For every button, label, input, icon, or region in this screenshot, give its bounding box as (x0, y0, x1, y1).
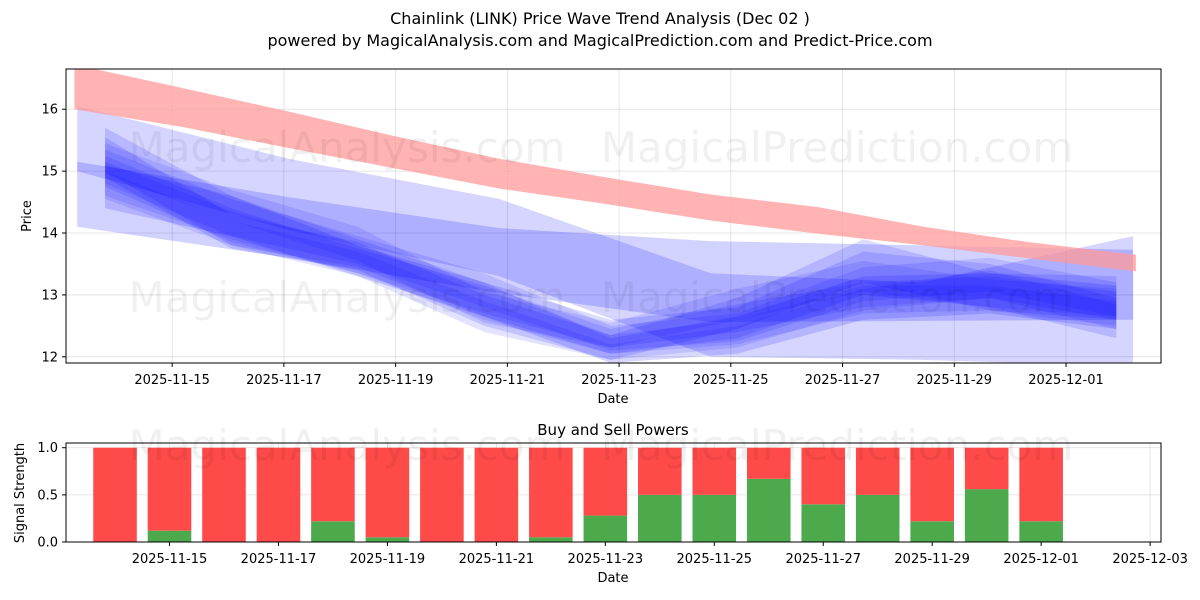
powers-x-tick-label: 2025-11-21 (459, 552, 535, 567)
price-x-tick-label: 2025-11-29 (917, 373, 993, 388)
price-plot-frame (65, 68, 1162, 364)
buy-bar (638, 494, 682, 542)
watermark-bottom-right: MagicalPrediction.com (601, 421, 1074, 470)
buy-bar (365, 537, 410, 542)
powers-x-tick-label: 2025-11-29 (894, 552, 970, 567)
powers-x-tick-label: 2025-11-25 (677, 552, 753, 567)
powers-y-tick-label: 0.5 (37, 488, 58, 503)
price-x-tick-label: 2025-11-23 (581, 373, 657, 388)
price-x-tick-label: 2025-11-21 (470, 373, 546, 388)
price-y-tick-label: 14 (41, 227, 58, 242)
watermark-bottom-left: MagicalAnalysis.com (129, 421, 566, 470)
powers-x-tick-label: 2025-11-15 (132, 552, 208, 567)
watermark-mid-right: MagicalPrediction.com (601, 273, 1074, 322)
price-bands (74, 69, 1136, 363)
watermark-group-bottom: MagicalAnalysis.com MagicalPrediction.co… (129, 421, 1074, 470)
price-x-tick-label: 2025-11-25 (693, 373, 769, 388)
buy-bar (147, 530, 192, 542)
sell-bar (93, 447, 137, 542)
buy-bar (801, 504, 846, 542)
powers-x-tick-label: 2025-12-03 (1112, 552, 1188, 567)
sell-bar (474, 447, 519, 542)
buy-bar (1019, 521, 1063, 542)
sell-bar (801, 447, 846, 505)
price-y-tick-label: 13 (41, 288, 58, 303)
buy-bar (583, 515, 628, 542)
sell-bar (855, 447, 900, 495)
powers-axes: 0.0 0.5 1.0 2025-11-15 2025-11-17 2025-11-19 2… (37, 441, 1188, 567)
buy-bar (855, 494, 900, 542)
sell-bar (420, 447, 464, 542)
price-x-tick-label: 2025-11-19 (358, 373, 434, 388)
watermark-mid-left: MagicalAnalysis.com (129, 273, 566, 322)
blue-wave-band (105, 155, 1117, 348)
sell-bar (746, 447, 791, 479)
price-axes: 12 13 14 15 16 2025-11-15 2025-11-17 2025-11-19… (41, 103, 1103, 388)
buy-bar (529, 537, 573, 542)
powers-x-tick-label: 2025-11-23 (568, 552, 644, 567)
sell-bar (964, 447, 1009, 490)
watermark-top-right: MagicalPrediction.com (601, 123, 1074, 172)
blue-wave-band (77, 106, 1134, 363)
price-x-tick-label: 2025-12-01 (1028, 373, 1104, 388)
sell-bar (529, 447, 573, 538)
price-y-tick-label: 16 (41, 103, 58, 118)
buy-bar (964, 489, 1009, 542)
blue-wave-band (105, 164, 1117, 363)
powers-y-axis-label: Signal Strength (13, 443, 28, 543)
sell-bar (1019, 447, 1063, 522)
price-y-tick-label: 15 (41, 165, 58, 180)
chart-title: Chainlink (LINK) Price Wave Trend Analys… (390, 9, 810, 28)
sell-bar (147, 447, 192, 531)
sell-bar (910, 447, 954, 522)
powers-y-tick-label: 0.0 (37, 536, 58, 551)
price-y-tick-label: 12 (41, 350, 58, 365)
powers-plot-frame (65, 442, 1162, 543)
price-y-axis-label: Price (20, 200, 35, 232)
sell-bar (583, 447, 628, 516)
powers-y-tick-label: 1.0 (37, 441, 58, 456)
blue-wave-band (105, 149, 1117, 351)
buy-bar (746, 478, 791, 542)
blue-wave-band (105, 137, 1117, 360)
chart-subtitle: powered by MagicalAnalysis.com and Magic… (267, 31, 933, 50)
powers-x-tick-label: 2025-11-17 (241, 552, 317, 567)
powers-x-axis-label: Date (597, 571, 628, 586)
sell-bar (311, 447, 355, 522)
blue-wave-band (105, 127, 1117, 354)
buy-bar (692, 494, 737, 542)
watermark-top-left: MagicalAnalysis.com (129, 123, 566, 172)
sell-bar (692, 447, 737, 495)
buy-bar (311, 521, 355, 542)
price-x-tick-label: 2025-11-17 (246, 373, 322, 388)
sell-bar (638, 447, 682, 495)
powers-x-tick-label: 2025-11-19 (350, 552, 426, 567)
watermark-group-top: MagicalAnalysis.com MagicalPrediction.co… (129, 123, 1074, 322)
price-x-tick-label: 2025-11-15 (134, 373, 210, 388)
powers-x-tick-label: 2025-11-27 (785, 552, 861, 567)
buy-bar (910, 521, 954, 542)
sell-bar (202, 447, 246, 542)
price-x-axis-label: Date (597, 392, 628, 407)
sell-bar (256, 447, 301, 542)
powers-chart-title: Buy and Sell Powers (537, 421, 689, 439)
red-trend-band (74, 69, 1136, 272)
powers-x-tick-label: 2025-12-01 (1003, 552, 1079, 567)
blue-wave-band (77, 161, 1134, 323)
price-x-tick-label: 2025-11-27 (805, 373, 881, 388)
blue-wave-band (105, 161, 1117, 354)
sell-bar (365, 447, 410, 538)
powers-bars (93, 447, 1063, 542)
